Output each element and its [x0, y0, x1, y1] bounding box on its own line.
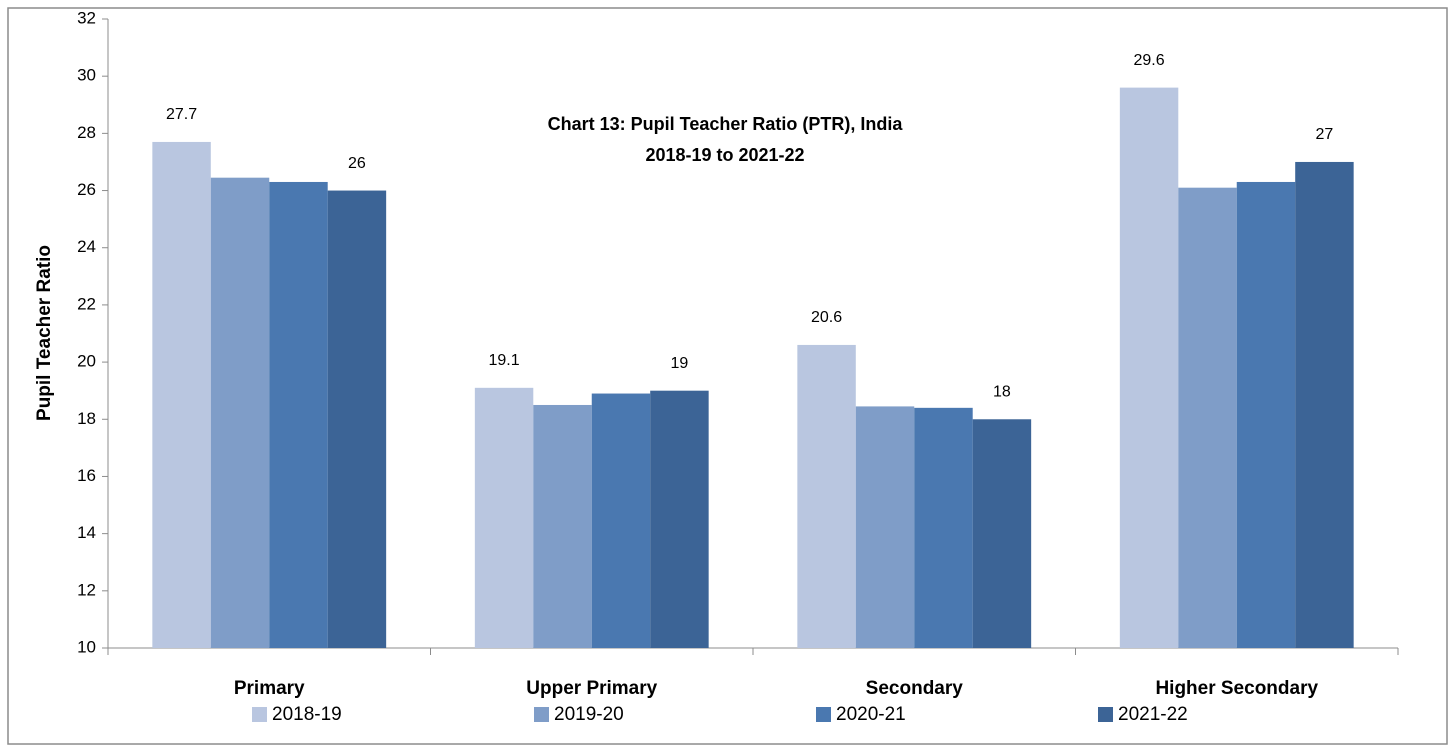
bar: [269, 181, 328, 648]
chart-title: Chart 13: Pupil Teacher Ratio (PTR), Ind…: [548, 114, 904, 134]
bar: [533, 404, 592, 648]
bar: [1119, 87, 1179, 649]
y-tick-label: 12: [77, 580, 96, 599]
bar: [474, 387, 534, 648]
bar: [972, 419, 1032, 648]
bar: [591, 393, 651, 648]
data-label: 27: [1316, 126, 1334, 143]
y-tick-label: 18: [77, 409, 96, 428]
y-tick-label: 22: [77, 294, 96, 313]
x-tick-label: Primary: [234, 678, 305, 699]
data-label: 19: [671, 355, 689, 372]
legend-label: 2021-22: [1118, 704, 1188, 725]
bar: [210, 177, 270, 648]
chart-subtitle: 2018-19 to 2021-22: [645, 145, 804, 165]
legend-label: 2018-19: [272, 704, 342, 725]
legend-swatch: [534, 707, 549, 722]
data-label: 19.1: [489, 352, 520, 369]
bar: [1295, 161, 1354, 649]
y-tick-label: 26: [77, 180, 96, 199]
legend-swatch: [816, 707, 831, 722]
y-axis-label: Pupil Teacher Ratio: [34, 245, 55, 421]
y-tick-label: 10: [77, 637, 96, 656]
data-label: 26: [348, 155, 366, 172]
bar: [855, 406, 915, 648]
bar: [152, 141, 211, 648]
y-tick-label: 30: [77, 66, 96, 85]
data-label: 29.6: [1134, 52, 1165, 69]
bar: [914, 407, 973, 648]
y-tick-label: 14: [77, 523, 96, 542]
data-label: 18: [993, 383, 1011, 400]
y-tick-label: 32: [77, 8, 96, 27]
x-tick-label: Higher Secondary: [1155, 678, 1318, 699]
y-tick-label: 24: [77, 237, 96, 256]
legend-swatch: [1098, 707, 1113, 722]
bar: [650, 390, 709, 648]
data-label: 27.7: [166, 106, 197, 123]
x-tick-label: Secondary: [866, 678, 964, 699]
legend-label: 2019-20: [554, 704, 624, 725]
bar: [327, 190, 387, 648]
bar: [1178, 187, 1237, 648]
legend-label: 2020-21: [836, 704, 906, 725]
y-tick-label: 16: [77, 466, 96, 485]
legend-swatch: [252, 707, 267, 722]
y-tick-label: 20: [77, 352, 96, 371]
bar: [797, 344, 856, 648]
x-tick-label: Upper Primary: [526, 678, 657, 699]
data-label: 20.6: [811, 309, 842, 326]
bar: [1236, 181, 1296, 648]
y-tick-label: 28: [77, 123, 96, 142]
